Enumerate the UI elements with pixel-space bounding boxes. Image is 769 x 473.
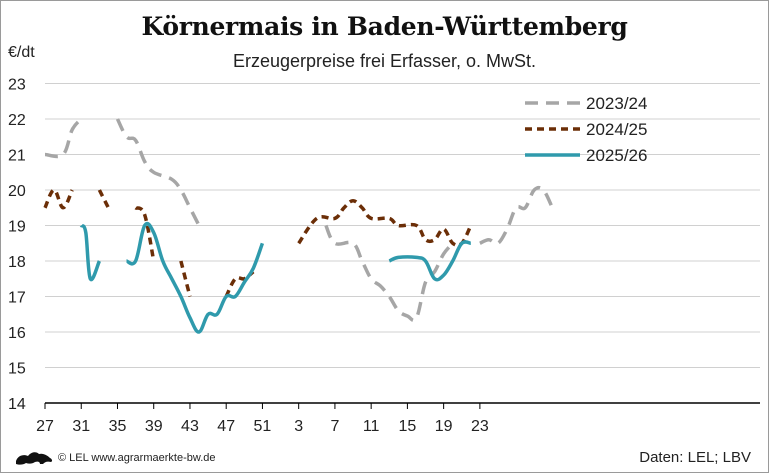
x-tick-label: 47 — [217, 418, 235, 435]
series-line-2025-26-segment-5 — [388, 240, 472, 282]
x-tick-label: 15 — [399, 418, 417, 435]
axes: 14 15 16 17 18 19 20 21 22 23 27 31 35 39 43 47 51 3 7 11 15… — [8, 77, 760, 435]
series-line-2024-25-segment-4 — [179, 260, 192, 297]
x-tick-label: 43 — [181, 418, 199, 435]
x-tick-label: 27 — [36, 418, 54, 435]
chart-title: Körnermais in Baden-Württemberg — [141, 12, 628, 41]
lion-logo-icon — [16, 452, 53, 465]
series-line-2025-26-segment-3 — [125, 221, 265, 334]
y-tick-label: 21 — [8, 148, 26, 165]
series-line-2024-25-segment-3 — [134, 206, 156, 262]
legend-label: 2023/24 — [586, 94, 647, 113]
y-tick-label: 23 — [8, 77, 26, 94]
y-tick-label: 16 — [8, 325, 26, 342]
legend: 2023/24 2024/25 2025/26 — [525, 94, 647, 165]
legend-label: 2025/26 — [586, 146, 647, 165]
data-source-text: Daten: LEL; LBV — [639, 449, 751, 466]
x-tick-label: 31 — [72, 418, 90, 435]
x-tick-label: 7 — [330, 418, 339, 435]
x-tick-label: 35 — [109, 418, 127, 435]
series-line-2023-24-segment-4 — [479, 185, 554, 246]
x-tick-label: 19 — [435, 418, 453, 435]
series-line-2024-25-segment-1 — [43, 188, 74, 210]
x-tick-label: 51 — [254, 418, 272, 435]
chart-subtitle: Erzeugerpreise frei Erfasser, o. MwSt. — [232, 51, 537, 71]
x-tick-label: 23 — [471, 418, 489, 435]
x-tick-label: 39 — [145, 418, 163, 435]
y-tick-label: 19 — [8, 219, 26, 236]
legend-label: 2024/25 — [586, 120, 647, 139]
x-tick-label: 3 — [294, 418, 303, 435]
y-tick-label: 20 — [8, 183, 26, 200]
copyright-text: © LEL www.agrarmaerkte-bw.de — [58, 452, 216, 464]
y-tick-label: 14 — [8, 396, 26, 413]
series-line-2023-24-segment-1 — [44, 117, 83, 159]
y-tick-label: 22 — [8, 112, 26, 129]
series-line-2023-24-segment-2 — [115, 118, 201, 227]
series-line-2024-25-segment-2 — [97, 189, 110, 209]
series-line-2024-25-segment-5 — [224, 270, 255, 298]
series-line-2024-25-segment-6 — [297, 198, 473, 248]
y-tick-label: 18 — [8, 254, 26, 271]
series-lines — [43, 117, 554, 334]
series-line-2025-26-segment-2 — [79, 224, 102, 282]
y-axis-unit-label: €/dt — [8, 44, 35, 61]
y-tick-label: 15 — [8, 361, 26, 378]
x-tick-label: 11 — [363, 418, 380, 435]
series-line-2023-24-segment-3 — [324, 224, 455, 323]
y-tick-label: 17 — [8, 290, 26, 307]
